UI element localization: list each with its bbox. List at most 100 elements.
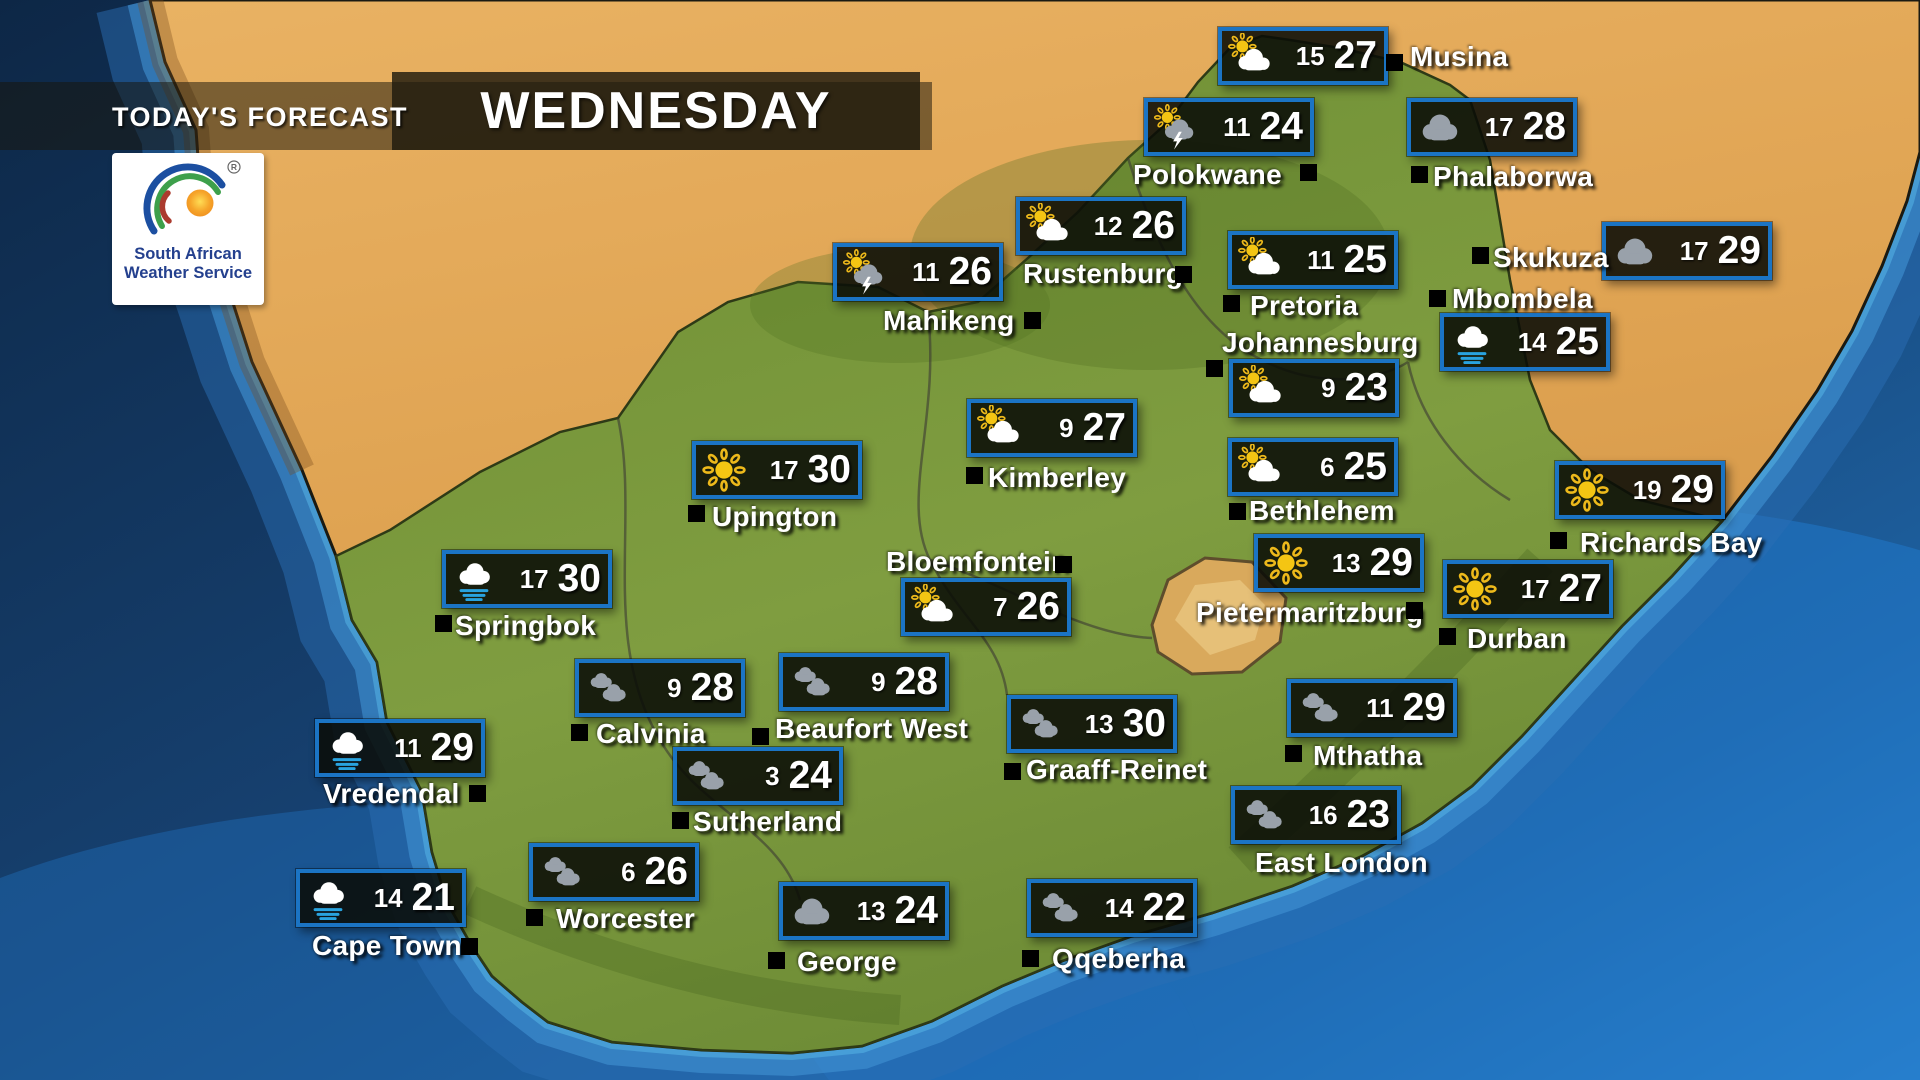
sun-storm-icon (1153, 104, 1199, 150)
city-label: Graaff-Reinet (1026, 754, 1208, 785)
city-marker-icon (768, 952, 785, 969)
max-temperature: 25 (1555, 320, 1599, 363)
min-temperature: 17 (769, 454, 799, 485)
min-temperature: 11 (1366, 692, 1394, 723)
city-marker-icon (1439, 628, 1456, 645)
city-label: Kimberley (988, 462, 1127, 493)
city-marker-icon (1004, 763, 1021, 780)
clouds-icon (1016, 701, 1062, 747)
fog-icon (1449, 319, 1495, 365)
min-temperature: 11 (912, 256, 940, 287)
registered-mark-icon: R (231, 162, 237, 172)
city-marker-icon (435, 615, 452, 632)
weather-badge: 17 28 (1407, 98, 1577, 156)
min-temperature: 17 (1679, 235, 1709, 266)
weather-badge: 15 27 (1218, 27, 1388, 85)
max-temperature: 26 (948, 250, 992, 293)
min-temperature: 17 (519, 563, 549, 594)
clouds-icon (1240, 792, 1286, 838)
clouds-icon (1036, 885, 1082, 931)
min-temperature: 13 (856, 895, 886, 926)
day-label: WEDNESDAY (480, 82, 832, 140)
clouds-icon (682, 753, 728, 799)
weather-badge: 11 29 (315, 719, 485, 777)
max-temperature: 29 (1670, 468, 1714, 511)
weather-badge: 11 26 (833, 243, 1003, 301)
max-temperature: 30 (557, 557, 601, 600)
day-box: WEDNESDAY (392, 72, 920, 150)
city-marker-icon (1206, 360, 1223, 377)
weather-badge: 3 24 (673, 747, 843, 805)
city-marker-icon (1024, 312, 1041, 329)
sun-icon (1564, 467, 1610, 513)
max-temperature: 30 (1122, 702, 1166, 745)
min-temperature: 14 (1104, 892, 1134, 923)
weather-badge: 14 25 (1440, 313, 1610, 371)
max-temperature: 25 (1343, 238, 1387, 281)
min-temperature: 3 (765, 760, 780, 791)
city-label: Skukuza (1493, 242, 1609, 273)
city-marker-icon (571, 724, 588, 741)
city-label: George (797, 946, 897, 977)
max-temperature: 23 (1346, 793, 1390, 836)
weather-badge: 11 25 (1228, 231, 1398, 289)
weather-badge: 9 28 (779, 653, 949, 711)
min-temperature: 14 (373, 882, 403, 913)
city-marker-icon (688, 505, 705, 522)
max-temperature: 28 (1522, 105, 1566, 148)
min-temperature: 15 (1295, 40, 1325, 71)
city-label: Upington (712, 501, 838, 532)
city-label: East London (1255, 847, 1428, 878)
cloud-icon (788, 888, 834, 934)
weather-badge: 9 28 (575, 659, 745, 717)
weather-badge: 13 30 (1007, 695, 1177, 753)
saws-swoosh-icon: R (143, 160, 241, 235)
max-temperature: 27 (1333, 34, 1377, 77)
weather-badge: 11 29 (1287, 679, 1457, 737)
cloud-icon (1416, 104, 1462, 150)
weather-badge: 17 29 (1602, 222, 1772, 280)
weather-badge: 12 26 (1016, 197, 1186, 255)
city-label: Beaufort West (775, 713, 969, 744)
city-label: Musina (1410, 41, 1509, 72)
city-label: Worcester (556, 903, 696, 934)
min-temperature: 11 (1307, 244, 1335, 275)
max-temperature: 26 (1016, 585, 1060, 628)
weather-badge: 19 29 (1555, 461, 1725, 519)
min-temperature: 11 (1223, 111, 1251, 142)
clouds-icon (584, 665, 630, 711)
sun-icon (1452, 566, 1498, 612)
clouds-icon (538, 849, 584, 895)
city-marker-icon (966, 467, 983, 484)
city-marker-icon (1300, 164, 1317, 181)
weather-badge: 9 27 (967, 399, 1137, 457)
min-temperature: 17 (1484, 111, 1514, 142)
sun-cloud-icon (1237, 237, 1283, 283)
min-temperature: 19 (1632, 474, 1662, 505)
city-marker-icon (1175, 266, 1192, 283)
fog-icon (451, 556, 497, 602)
max-temperature: 28 (690, 666, 734, 709)
city-label: Pietermaritzburg (1196, 597, 1424, 628)
max-temperature: 24 (788, 754, 832, 797)
cloud-icon (1611, 228, 1657, 274)
sun-cloud-icon (1227, 33, 1273, 79)
city-marker-icon (672, 812, 689, 829)
sun-cloud-icon (1237, 444, 1283, 490)
min-temperature: 7 (993, 591, 1008, 622)
city-label: Mahikeng (883, 305, 1015, 336)
sun-icon (1263, 540, 1309, 586)
weather-badge: 17 30 (692, 441, 862, 499)
city-label: Bethlehem (1249, 495, 1395, 526)
sun-storm-icon (842, 249, 888, 295)
weather-badge: 13 24 (779, 882, 949, 940)
city-label: Mbombela (1452, 283, 1593, 314)
sun-cloud-icon (910, 584, 956, 630)
city-label: Polokwane (1133, 159, 1282, 190)
city-label: Durban (1467, 623, 1567, 654)
max-temperature: 24 (894, 889, 938, 932)
min-temperature: 9 (871, 666, 886, 697)
weather-badge: 6 26 (529, 843, 699, 901)
min-temperature: 13 (1084, 708, 1114, 739)
